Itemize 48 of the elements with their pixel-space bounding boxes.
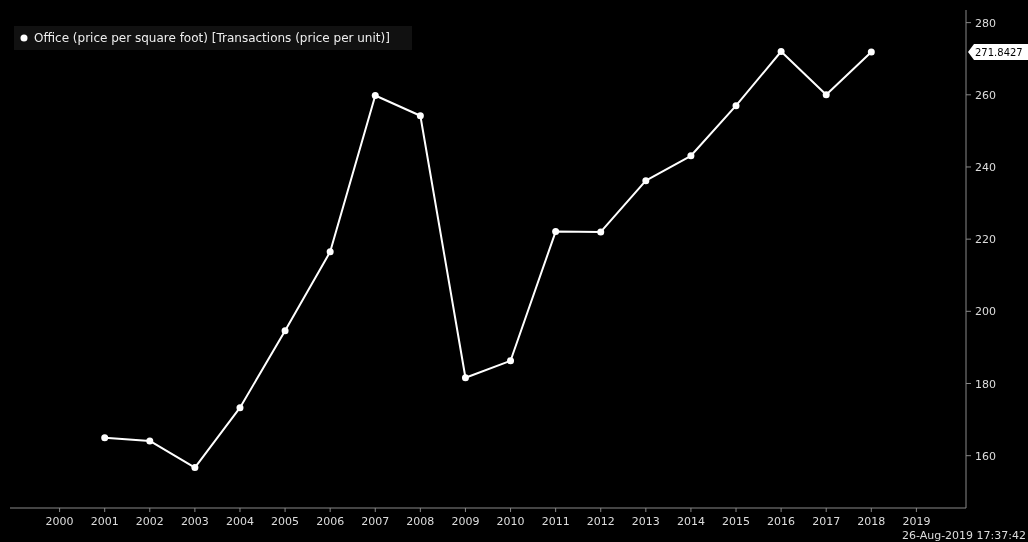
x-tick-label: 2002 <box>135 515 164 528</box>
y-tick-label: 220 <box>975 233 996 247</box>
text: 26-Aug-2019 17:37:42 <box>901 529 1026 542</box>
point <box>552 228 560 236</box>
y-tick-label: 200 <box>975 305 996 319</box>
point <box>597 228 605 236</box>
y-tick-label: 240 <box>975 160 996 174</box>
point <box>191 464 199 472</box>
y-tick-label: 180 <box>975 377 996 391</box>
x-tick-label: 2009 <box>451 515 480 528</box>
x-tick-label: 2003 <box>180 515 209 528</box>
point <box>777 48 785 55</box>
point <box>146 437 154 445</box>
x-tick-label: 2016 <box>767 515 796 528</box>
x-tick-label: 2015 <box>722 515 751 528</box>
y-tick-label: 260 <box>975 88 996 102</box>
x-tick-label: 2018 <box>857 515 886 528</box>
x-tick-label: 2000 <box>45 515 74 528</box>
x-tick-label: 2012 <box>586 515 615 528</box>
y-tick-label: 160 <box>975 449 996 463</box>
x-tick-label: 2014 <box>676 515 705 528</box>
point <box>371 92 379 100</box>
point <box>416 112 424 120</box>
x-tick-label: 2008 <box>406 515 435 528</box>
text: 271.8427 <box>975 47 1023 59</box>
point <box>101 434 109 442</box>
point <box>507 357 515 365</box>
x-tick-label: 2017 <box>812 515 841 528</box>
x-tick-label: 2005 <box>271 515 300 528</box>
point <box>642 177 650 185</box>
x-tick-label: 2007 <box>361 515 390 528</box>
x-tick-label: 2001 <box>90 515 119 528</box>
y-tick-label: 280 <box>975 16 996 30</box>
x-tick-label: 2006 <box>316 515 345 528</box>
x-tick-label: 2013 <box>631 515 660 528</box>
point <box>687 152 695 160</box>
point <box>236 404 244 412</box>
x-tick-label: 2004 <box>225 515 254 528</box>
x-tick-label: 2010 <box>496 515 525 528</box>
point <box>461 374 469 382</box>
point <box>867 48 875 56</box>
x-tick-label: 2019 <box>902 515 931 528</box>
point <box>822 91 830 99</box>
point <box>281 327 289 335</box>
point <box>732 102 740 110</box>
point <box>326 248 334 256</box>
x-tick-label: 2011 <box>541 515 570 528</box>
legend-label: Office (price per square foot) [Transactions (price per unit)] <box>34 31 390 45</box>
